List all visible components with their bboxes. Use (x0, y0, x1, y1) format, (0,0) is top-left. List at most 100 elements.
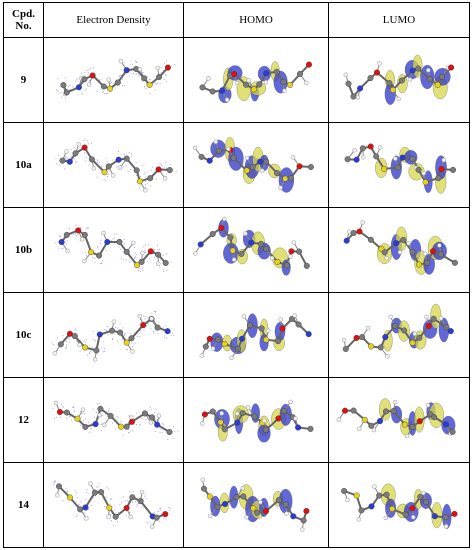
density-dot (128, 152, 130, 153)
density-dot (171, 333, 173, 335)
atom (123, 505, 130, 512)
density-dot (162, 424, 164, 426)
atom (76, 506, 83, 513)
density-dot (87, 72, 89, 74)
hydrogen-atom (245, 405, 251, 410)
density-dot (139, 185, 141, 187)
hydrogen-atom (156, 413, 161, 418)
density-dot (101, 260, 103, 262)
density-dot (101, 415, 103, 417)
density-dot (61, 500, 63, 502)
density-dot (164, 74, 166, 76)
density-dot (165, 167, 167, 169)
atom (287, 175, 294, 182)
atom (138, 258, 145, 265)
density-dot (134, 500, 136, 502)
atom (71, 333, 78, 340)
density-dot (76, 78, 78, 80)
density-dot (107, 410, 109, 412)
hydrogen-atom (263, 80, 269, 85)
density-dot (75, 161, 77, 163)
atom (146, 175, 153, 182)
atom (398, 77, 405, 84)
atom (415, 65, 422, 72)
density-dot (73, 158, 75, 160)
hydrogen-atom (355, 95, 361, 100)
atom (435, 175, 442, 182)
electron-density-figure (54, 138, 177, 193)
atom (247, 322, 254, 329)
density-dot (132, 491, 134, 492)
electron-density-image-cell (43, 462, 184, 548)
density-dot (68, 338, 70, 340)
density-dot (85, 491, 87, 493)
electron-density-figure (51, 310, 174, 362)
density-dot (153, 249, 155, 251)
density-dot (162, 326, 164, 328)
density-dot (68, 416, 70, 418)
atom (63, 89, 70, 96)
atom (409, 249, 416, 256)
density-dot (154, 89, 155, 91)
density-dot (74, 81, 76, 83)
atom (249, 164, 256, 171)
hydrogen-atom (162, 176, 167, 181)
density-dot (127, 500, 129, 502)
atom (133, 167, 140, 174)
atom (63, 409, 70, 416)
atom (209, 408, 216, 415)
lumo-orbital-figure (343, 54, 455, 105)
density-dot (70, 155, 72, 157)
atom (368, 422, 375, 429)
atom (231, 71, 238, 78)
density-dot (92, 330, 94, 332)
hydrogen-atom (343, 72, 349, 77)
atom (234, 419, 241, 426)
electron-density-image-cell (43, 292, 184, 378)
density-dot (126, 349, 128, 351)
atom (114, 79, 121, 86)
atom (442, 514, 449, 521)
electron-density-image-cell (43, 207, 184, 293)
density-dot (99, 242, 101, 244)
density-dot (144, 493, 146, 495)
density-dot (123, 154, 125, 156)
atom (58, 157, 65, 164)
density-dot (59, 91, 61, 93)
density-dot (72, 406, 74, 408)
density-dot (156, 419, 158, 420)
atom (274, 170, 281, 177)
hydrogen-atom (136, 313, 142, 319)
density-dot (131, 345, 133, 347)
density-dot (119, 248, 121, 250)
density-dot (87, 493, 89, 495)
atom (431, 414, 438, 421)
density-dot (163, 78, 164, 80)
density-dot (58, 236, 60, 238)
atom (341, 488, 348, 495)
atom (443, 324, 450, 331)
density-dot (120, 502, 122, 504)
density-dot (165, 519, 167, 521)
atom (393, 240, 400, 247)
atom (438, 166, 445, 173)
density-dot (158, 249, 160, 250)
density-dot (156, 248, 158, 250)
density-dot (65, 344, 67, 346)
hydrogen-atom (208, 513, 213, 519)
atom (280, 78, 287, 85)
density-dot (72, 407, 74, 409)
density-dot (69, 415, 71, 417)
density-dot (59, 235, 61, 237)
density-dot (161, 254, 162, 256)
atom (438, 73, 445, 80)
density-dot (130, 342, 132, 344)
density-dot (158, 520, 160, 522)
density-dot (100, 166, 102, 168)
density-dot (135, 61, 137, 63)
atom (89, 72, 96, 79)
atom (367, 236, 374, 243)
density-dot (123, 243, 125, 245)
density-dot (128, 75, 130, 77)
density-dot (144, 181, 146, 183)
